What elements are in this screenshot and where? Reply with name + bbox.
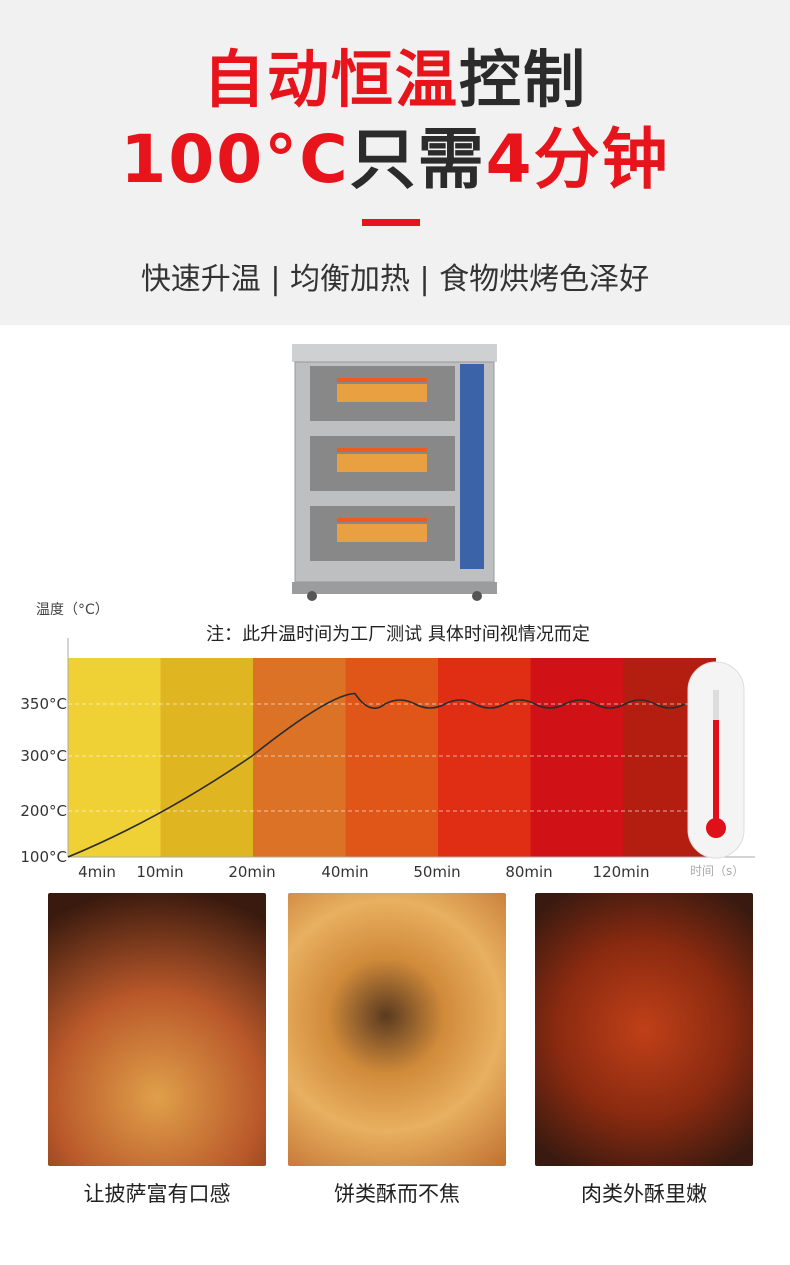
- x-tick-label: 50min: [413, 863, 460, 881]
- headline-time: 4分钟: [485, 121, 670, 198]
- band: [345, 658, 439, 857]
- headline-dark: 控制: [459, 43, 588, 116]
- pastry-photo: [288, 893, 506, 1166]
- temperature-curve: [67, 692, 686, 858]
- x-tick-label: 80min: [505, 863, 552, 881]
- chicken-wings-photo: [535, 893, 753, 1166]
- y-tick-label: 200°C: [20, 802, 67, 820]
- divider: [362, 219, 420, 226]
- y-tick-label: 100°C: [20, 848, 67, 866]
- chart-note: 注：此升温时间为工厂测试 具体时间视情况而定: [206, 624, 590, 645]
- thermometer-icon: [687, 661, 745, 859]
- headline-temp: 100°C: [120, 121, 350, 198]
- band: [253, 658, 346, 857]
- temperature-chart: 温度（°C） 注：此升温时间为工厂测试 具体时间视情况而定 时间（s） 100°…: [20, 602, 755, 881]
- pizza-photo: [48, 893, 266, 1166]
- band: [160, 658, 254, 857]
- headline-red: 自动恒温: [202, 43, 459, 116]
- x-tick-label: 20min: [228, 863, 275, 881]
- headline-dark2: 只需: [349, 121, 486, 198]
- headline-line1: 自动恒温控制: [0, 40, 790, 120]
- food-caption: 饼类酥而不焦: [334, 1182, 460, 1206]
- y-tick-label: 350°C: [20, 695, 67, 713]
- headline-line2: 100°C只需4分钟: [0, 120, 790, 200]
- x-tick-label: 40min: [321, 863, 368, 881]
- x-tick-label: 120min: [593, 863, 650, 881]
- y-axis-label: 温度（°C）: [36, 602, 109, 618]
- band: [68, 658, 161, 857]
- band: [530, 658, 624, 857]
- band: [438, 658, 531, 857]
- x-axis-label: 时间（s）: [690, 864, 744, 878]
- oven-image: [292, 344, 497, 601]
- food-caption: 肉类外酥里嫩: [581, 1182, 707, 1206]
- x-tick-label: 10min: [136, 863, 183, 881]
- subtitle: 快速升温 | 均衡加热 | 食物烘烤色泽好: [140, 262, 650, 297]
- x-tick-label: 4min: [78, 863, 116, 881]
- food-caption: 让披萨富有口感: [83, 1182, 231, 1206]
- hero-banner: 自动恒温控制 100°C只需4分钟 快速升温 | 均衡加热 | 食物烘烤色泽好: [0, 0, 790, 325]
- y-tick-label: 300°C: [20, 747, 67, 765]
